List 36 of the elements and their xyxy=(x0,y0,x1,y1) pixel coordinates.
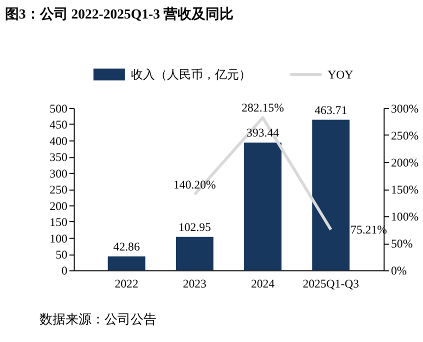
data-label: 463.71 xyxy=(314,102,348,117)
bar xyxy=(108,256,146,270)
data-label: 282.15% xyxy=(242,100,284,115)
y2-tick-label: 200% xyxy=(391,156,419,170)
x-tick-label: 2025Q1-Q3 xyxy=(302,276,360,291)
legend-label: YOY xyxy=(328,67,354,82)
y-tick-label: 0 xyxy=(61,264,68,278)
bar xyxy=(312,120,350,270)
y-tick-label: 200 xyxy=(50,198,68,213)
y-tick-label: 250 xyxy=(50,182,68,197)
y2-tick-label: 250% xyxy=(391,128,419,142)
data-label: 42.86 xyxy=(113,239,140,254)
y2-tick-label: 100% xyxy=(391,210,419,224)
y2-tick-label: 150% xyxy=(391,182,419,197)
y-tick-label: 300 xyxy=(50,166,68,180)
x-tick-label: 2024 xyxy=(250,276,275,291)
y2-tick-label: 300% xyxy=(391,101,419,116)
bar xyxy=(244,142,282,270)
y-tick-label: 400 xyxy=(50,134,68,148)
chart-title: 图3：公司 2022-2025Q1-3 营收及同比 xyxy=(4,6,234,22)
x-tick-label: 2023 xyxy=(182,276,207,291)
y-tick-label: 50 xyxy=(56,247,68,262)
x-tick-label: 2022 xyxy=(114,276,138,291)
legend-label: 收入（人民币，亿元） xyxy=(130,67,251,82)
source-note: 数据来源：公司公告 xyxy=(39,312,156,326)
data-label: 102.95 xyxy=(178,220,211,234)
y-tick-label: 350 xyxy=(50,150,68,164)
bar xyxy=(176,236,214,270)
y-tick-label: 100 xyxy=(50,231,68,246)
y2-tick-label: 50% xyxy=(391,236,413,251)
y2-tick-label: 0% xyxy=(391,264,407,278)
data-label: 140.20% xyxy=(174,178,216,192)
data-label: 393.44 xyxy=(246,126,280,140)
y-tick-label: 450 xyxy=(50,118,68,132)
y-tick-label: 150 xyxy=(50,215,68,230)
y-tick-label: 500 xyxy=(50,101,68,116)
